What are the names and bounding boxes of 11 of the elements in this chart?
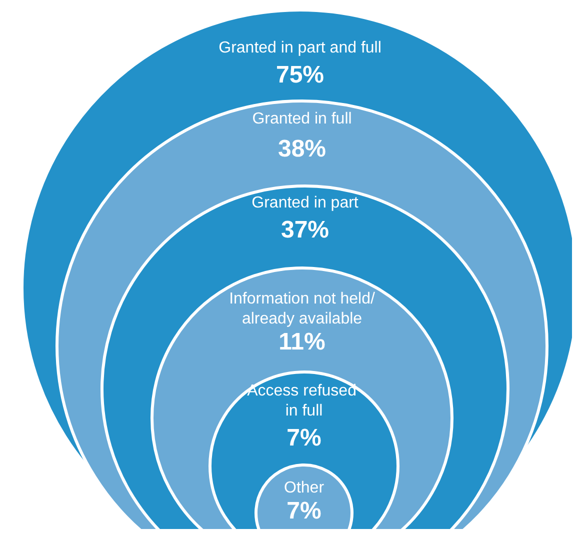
data-label: 7% bbox=[286, 424, 322, 452]
category-label: Granted in full bbox=[252, 110, 352, 128]
data-label: 11% bbox=[278, 328, 326, 356]
data-label: 38% bbox=[278, 136, 326, 162]
data-label: 75% bbox=[276, 62, 324, 88]
category-label: Granted in part bbox=[252, 194, 359, 212]
category-label: Granted in part and full bbox=[218, 40, 382, 56]
data-label: 7% bbox=[286, 498, 322, 524]
category-label: Other bbox=[284, 480, 325, 496]
category-label: Information not held/already available bbox=[229, 290, 376, 328]
data-label: 37% bbox=[280, 216, 330, 244]
